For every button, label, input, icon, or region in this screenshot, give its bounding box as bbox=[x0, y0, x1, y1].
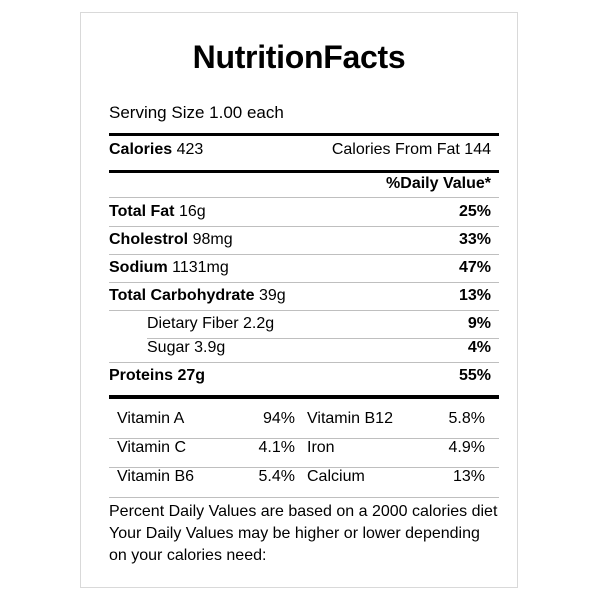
nutrient-row: Sugar 3.9g 4% bbox=[147, 339, 491, 357]
nutrient-name: Sodium bbox=[109, 259, 168, 276]
divider-thick bbox=[109, 395, 499, 399]
divider-thick bbox=[109, 170, 499, 173]
divider bbox=[109, 362, 499, 363]
divider bbox=[147, 338, 499, 339]
vitamin-value: 4.1% bbox=[258, 439, 295, 456]
nutrient-name: Sugar bbox=[147, 339, 190, 356]
nutrient-row: Total Carbohydrate 39g 13% bbox=[109, 287, 491, 305]
nutrient-amount: 16g bbox=[178, 203, 206, 220]
nutrition-label: NutritionFacts Serving Size 1.00 each Ca… bbox=[80, 12, 518, 588]
label-title: NutritionFacts bbox=[192, 39, 406, 75]
nutrient-dv: 13% bbox=[458, 287, 491, 304]
nutrient-dv: 25% bbox=[458, 203, 491, 220]
vitamin-name: Vitamin A bbox=[117, 410, 185, 427]
divider bbox=[109, 497, 499, 498]
calories-value: 423 bbox=[176, 141, 204, 158]
divider bbox=[109, 254, 499, 255]
nutrient-amount: 2.2g bbox=[243, 315, 275, 332]
nutrient-row: Dietary Fiber 2.2g 9% bbox=[147, 315, 491, 333]
nutrient-name: Cholestrol bbox=[109, 231, 189, 248]
divider bbox=[109, 467, 499, 468]
nutrient-dv: 4% bbox=[467, 339, 491, 356]
calories-row: Calories 423 Calories From Fat 144 bbox=[109, 141, 491, 159]
vitamin-name: Vitamin C bbox=[117, 439, 187, 456]
divider bbox=[109, 197, 499, 198]
vitamin-value: 5.4% bbox=[258, 468, 295, 485]
divider bbox=[109, 310, 499, 311]
vitamin-value: 5.8% bbox=[448, 410, 485, 427]
footnote: Percent Daily Values are based on a 2000… bbox=[109, 503, 498, 564]
nutrient-dv: 9% bbox=[467, 315, 491, 332]
vitamin-name: Calcium bbox=[307, 468, 365, 485]
nutrient-amount: 98mg bbox=[192, 231, 233, 248]
nutrient-name: Total Carbohydrate bbox=[109, 287, 255, 304]
nutrient-dv: 55% bbox=[458, 367, 491, 384]
serving-size: Serving Size 1.00 each bbox=[109, 103, 284, 122]
nutrient-amount: 27g bbox=[177, 367, 206, 384]
vitamin-name: Vitamin B6 bbox=[117, 468, 195, 485]
nutrient-name: Proteins bbox=[109, 367, 174, 384]
nutrient-dv: 33% bbox=[458, 231, 491, 248]
daily-value-header: %Daily Value* bbox=[386, 175, 491, 192]
nutrient-row: Total Fat 16g 25% bbox=[109, 203, 491, 221]
calories-label: Calories bbox=[109, 141, 173, 158]
nutrient-dv: 47% bbox=[458, 259, 491, 276]
daily-value-header-row: %Daily Value* bbox=[109, 175, 491, 193]
divider bbox=[109, 438, 499, 439]
nutrient-row: Proteins 27g 55% bbox=[109, 367, 491, 385]
vitamin-value: 13% bbox=[452, 468, 485, 485]
vitamin-value: 4.9% bbox=[448, 439, 485, 456]
vitamin-name: Vitamin B12 bbox=[307, 410, 393, 427]
nutrient-name: Total Fat bbox=[109, 203, 175, 220]
nutrient-name: Dietary Fiber bbox=[147, 315, 239, 332]
calories-from-fat: Calories From Fat 144 bbox=[331, 141, 491, 158]
divider-thick bbox=[109, 133, 499, 136]
nutrient-row: Cholestrol 98mg 33% bbox=[109, 231, 491, 249]
nutrient-row: Sodium 1131mg 47% bbox=[109, 259, 491, 277]
divider bbox=[109, 282, 499, 283]
nutrient-amount: 3.9g bbox=[194, 339, 226, 356]
vitamin-name: Iron bbox=[307, 439, 335, 456]
nutrient-amount: 39g bbox=[258, 287, 286, 304]
divider bbox=[109, 226, 499, 227]
nutrient-amount: 1131mg bbox=[172, 259, 229, 276]
vitamin-value: 94% bbox=[262, 410, 295, 427]
